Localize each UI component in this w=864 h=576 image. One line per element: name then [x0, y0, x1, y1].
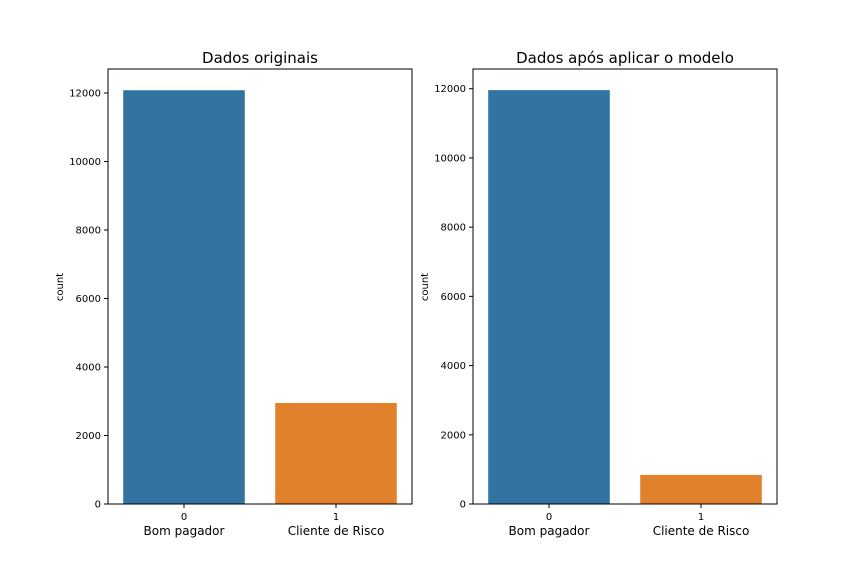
- y-axis-label: count: [55, 273, 66, 301]
- bar-0: [123, 90, 245, 505]
- y-axis-label: count: [420, 273, 431, 301]
- category-label: Cliente de Risco: [288, 524, 385, 538]
- bar-1: [275, 402, 397, 504]
- y-tick-label: 10000: [434, 153, 466, 164]
- subplot-right: Dados após aplicar o modelo 0 2000 4000 600…: [420, 49, 778, 538]
- y-tick-label: 8000: [76, 225, 101, 236]
- y-tick-label: 6000: [76, 294, 101, 305]
- y-ticks: 0 2000 4000 6000 8000 10000 12000: [69, 88, 108, 511]
- y-tick-label: 10000: [69, 157, 101, 168]
- chart-title: Dados após aplicar o modelo: [516, 49, 734, 67]
- y-tick-label: 0: [95, 500, 101, 511]
- bars: [488, 90, 762, 504]
- y-tick-label: 4000: [441, 361, 466, 372]
- category-label: Bom pagador: [509, 524, 590, 538]
- axes-frame: [107, 68, 413, 505]
- y-tick-label: 12000: [434, 84, 466, 95]
- y-tick-label: 6000: [441, 292, 466, 303]
- chart-title: Dados originais: [202, 49, 318, 67]
- y-tick-label: 12000: [69, 88, 101, 99]
- y-ticks: 0 2000 4000 6000 8000 10000 12000: [434, 84, 473, 511]
- category-label: Bom pagador: [144, 524, 225, 538]
- y-tick-label: 4000: [76, 362, 101, 373]
- y-tick-label: 2000: [441, 430, 466, 441]
- x-tick-label: 1: [698, 512, 704, 523]
- bar-1: [640, 474, 762, 504]
- y-tick-label: 8000: [441, 223, 466, 234]
- x-tick-label: 0: [546, 512, 552, 523]
- x-tick-label: 0: [181, 512, 187, 523]
- x-tick-label: 1: [333, 512, 339, 523]
- category-label: Cliente de Risco: [653, 524, 750, 538]
- subplot-left: Dados originais 0 2000 4000 6000 8000 10000 12…: [55, 49, 413, 538]
- axes-frame: [472, 68, 778, 505]
- bars: [123, 90, 397, 505]
- y-tick-label: 0: [460, 500, 466, 511]
- y-tick-label: 2000: [76, 431, 101, 442]
- bar-0: [488, 90, 610, 504]
